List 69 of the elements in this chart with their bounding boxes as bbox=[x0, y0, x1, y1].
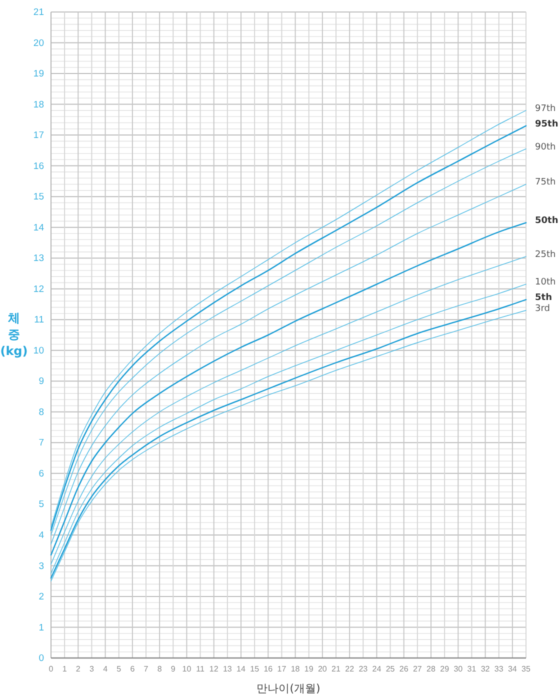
series-label: 25th bbox=[535, 250, 556, 260]
x-tick-label: 4 bbox=[103, 664, 108, 674]
series-label: 3rd bbox=[535, 304, 550, 314]
x-tick-label: 29 bbox=[440, 664, 450, 674]
series-label: 97th bbox=[535, 104, 556, 114]
x-tick-label: 25 bbox=[386, 664, 396, 674]
x-tick-label: 10 bbox=[182, 664, 192, 674]
x-tick-label: 5 bbox=[116, 664, 122, 674]
x-tick-label: 1 bbox=[62, 664, 68, 674]
series-label: 10th bbox=[535, 278, 556, 288]
x-tick-label: 2 bbox=[76, 664, 81, 674]
y-tick-label: 2 bbox=[38, 592, 44, 603]
y-axis-title: 체중(kg) bbox=[0, 310, 28, 358]
y-tick-label: 3 bbox=[38, 560, 44, 572]
y-tick-label: 6 bbox=[38, 468, 44, 480]
series-label: 50th bbox=[535, 216, 558, 226]
y-tick-label: 10 bbox=[33, 345, 44, 356]
x-tick-label: 17 bbox=[277, 664, 287, 674]
x-tick-label: 20 bbox=[318, 664, 328, 674]
y-tick-label: 17 bbox=[33, 130, 44, 142]
x-tick-label: 0 bbox=[48, 664, 54, 674]
x-tick-label: 22 bbox=[345, 664, 355, 674]
y-tick-label: 21 bbox=[33, 7, 44, 18]
y-tick-label: 12 bbox=[33, 284, 44, 295]
x-tick-label: 18 bbox=[290, 664, 300, 674]
y-tick-label: 4 bbox=[38, 530, 44, 541]
x-tick-label: 16 bbox=[264, 664, 274, 674]
y-tick-label: 18 bbox=[33, 99, 44, 110]
x-tick-label: 21 bbox=[332, 664, 341, 674]
x-tick-label: 14 bbox=[236, 664, 246, 674]
x-tick-label: 23 bbox=[358, 664, 368, 674]
x-tick-label: 12 bbox=[209, 664, 219, 674]
x-tick-label: 11 bbox=[196, 664, 205, 674]
y-tick-label: 0 bbox=[38, 653, 44, 664]
y-tick-label: 13 bbox=[33, 253, 44, 264]
y-tick-label: 15 bbox=[33, 192, 44, 203]
x-tick-label: 31 bbox=[467, 664, 477, 674]
y-tick-label: 14 bbox=[33, 222, 44, 234]
x-tick-label: 3 bbox=[89, 664, 94, 674]
y-tick-label: 5 bbox=[38, 499, 44, 510]
x-tick-label: 7 bbox=[144, 664, 149, 674]
x-tick-label: 15 bbox=[250, 664, 260, 674]
series-label: 5th bbox=[535, 293, 552, 304]
x-tick-label: 9 bbox=[170, 664, 176, 674]
x-tick-label: 30 bbox=[454, 664, 464, 674]
x-tick-label: 19 bbox=[304, 664, 314, 674]
x-tick-label: 35 bbox=[522, 664, 531, 674]
x-tick-label: 6 bbox=[130, 664, 136, 674]
x-tick-label: 26 bbox=[399, 664, 409, 674]
x-axis-title: 만나이(개월) bbox=[256, 682, 320, 695]
x-tick-label: 28 bbox=[426, 664, 436, 674]
x-tick-label: 24 bbox=[372, 664, 382, 674]
y-tick-label: 7 bbox=[38, 438, 44, 449]
y-tick-label: 16 bbox=[33, 160, 44, 172]
y-tick-label: 9 bbox=[38, 376, 44, 388]
y-tick-label: 20 bbox=[33, 38, 44, 49]
y-tick-label: 1 bbox=[38, 622, 44, 634]
x-tick-label: 34 bbox=[508, 664, 518, 674]
y-tick-label: 8 bbox=[38, 406, 44, 418]
series-label: 95th bbox=[535, 119, 558, 130]
x-tick-label: 13 bbox=[222, 664, 232, 674]
x-tick-label: 8 bbox=[157, 664, 162, 674]
y-tick-label: 11 bbox=[34, 314, 44, 326]
x-tick-label: 27 bbox=[412, 664, 422, 674]
series-label: 75th bbox=[535, 178, 556, 188]
y-tick-label: 19 bbox=[33, 68, 44, 80]
x-tick-label: 32 bbox=[480, 664, 490, 674]
x-tick-label: 33 bbox=[494, 664, 504, 674]
series-label: 90th bbox=[535, 142, 556, 152]
